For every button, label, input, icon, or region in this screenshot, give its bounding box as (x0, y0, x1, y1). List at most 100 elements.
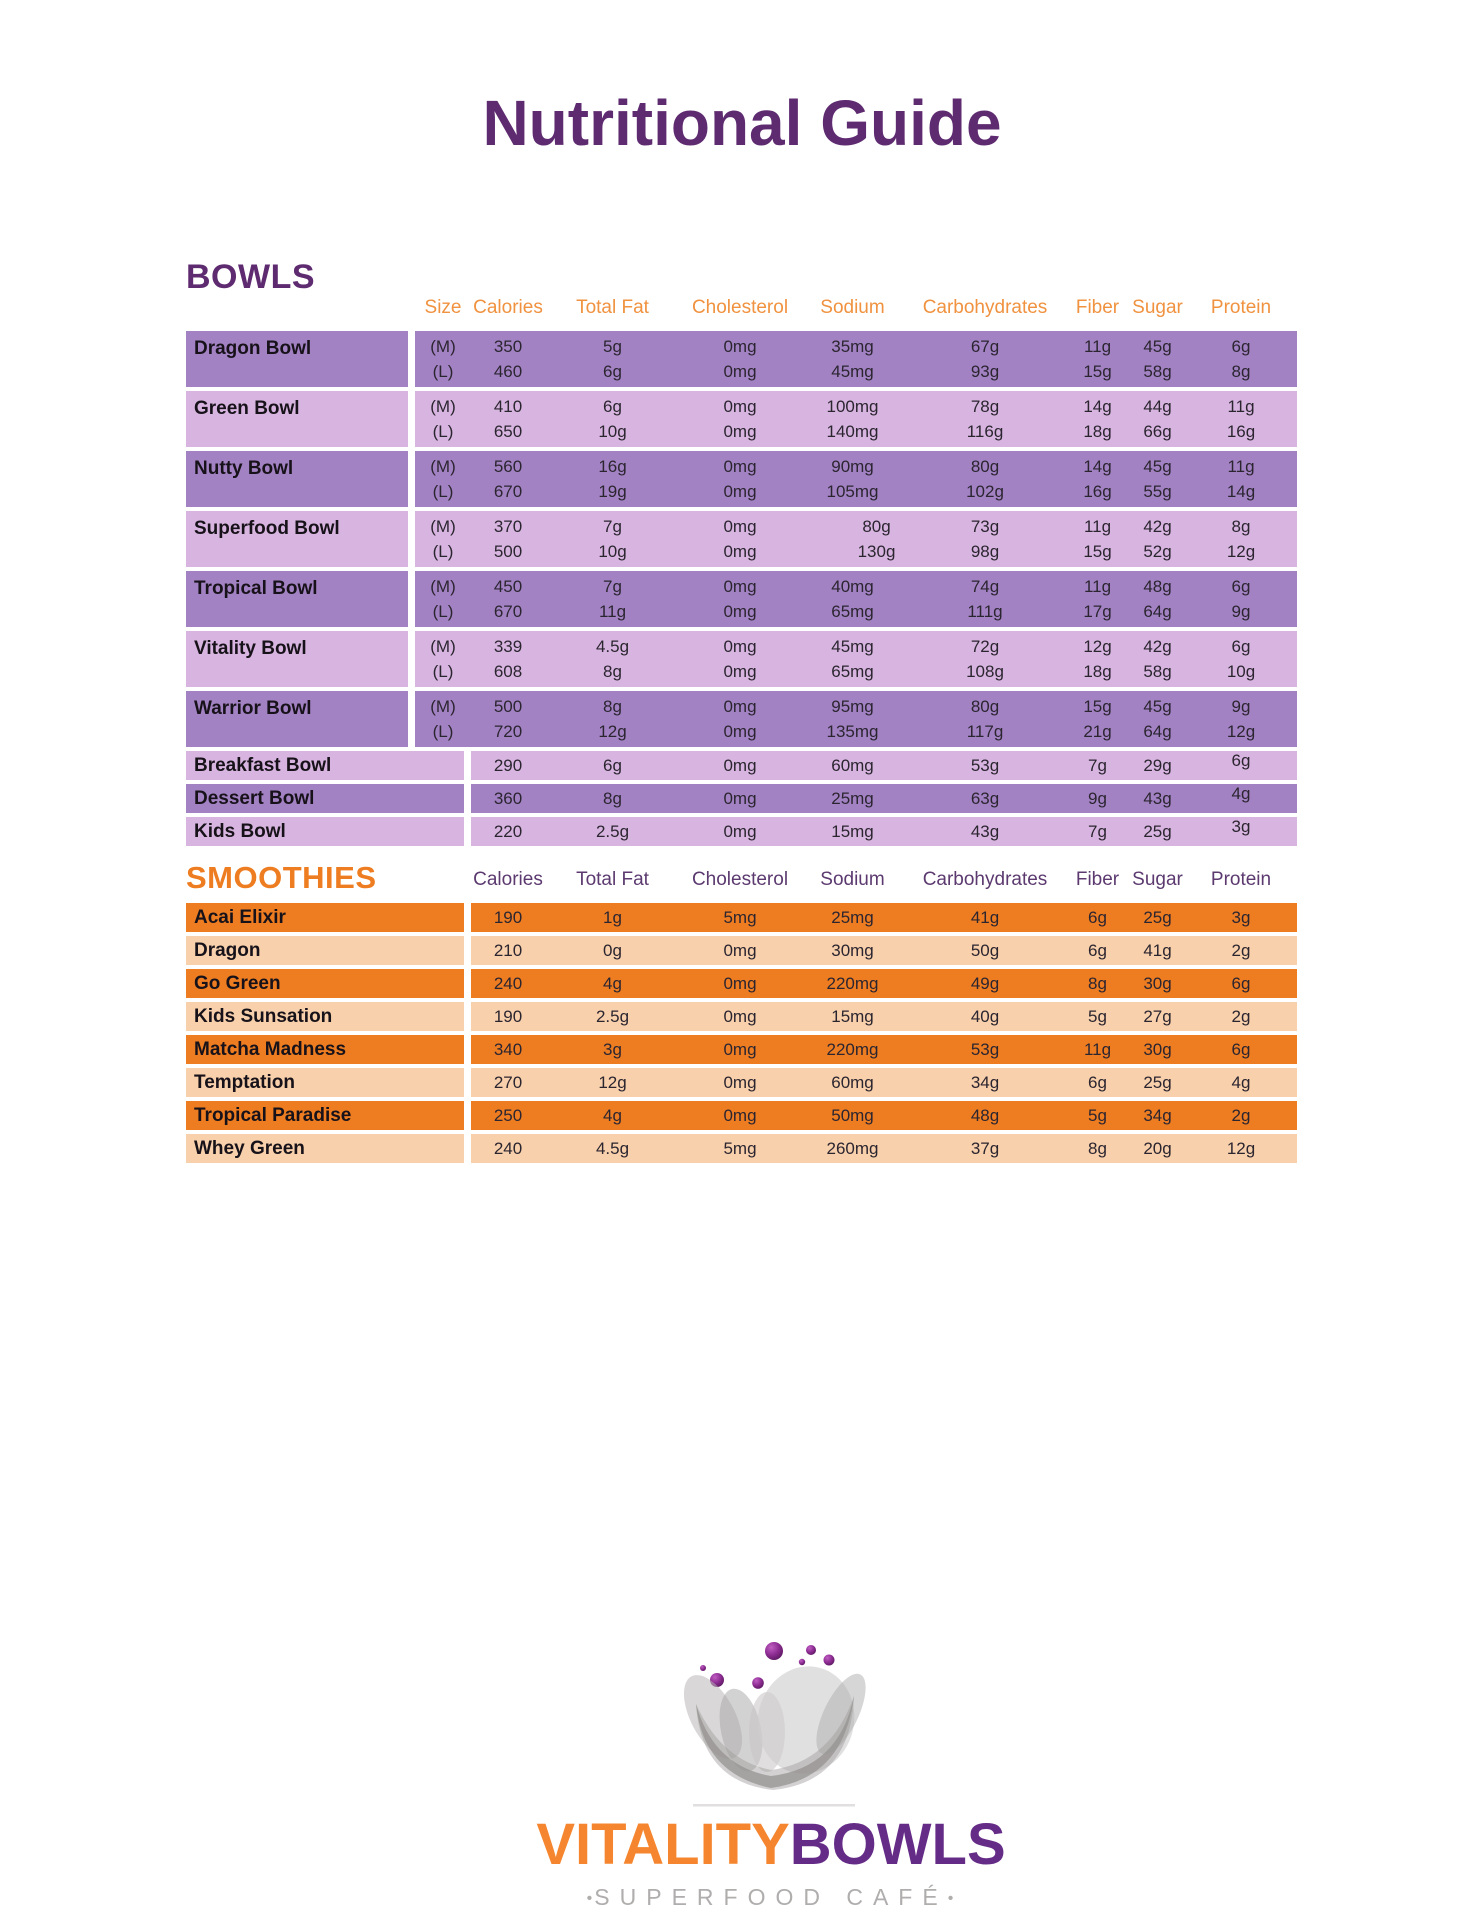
berry-icon (823, 1654, 835, 1666)
size-label-medium: (M) (430, 517, 456, 536)
smoothies-column-header: Carbohydrates (922, 869, 1048, 890)
value-large: 650 (493, 422, 523, 441)
value-cell-cholesterol: 0mg (723, 756, 757, 775)
value-medium: 0mg (723, 397, 757, 416)
bowl-row: Warrior Bowl (M) (L) 500 720 8g 12g 0mg 0mg 95mg 1… (186, 691, 1297, 747)
smoothie-row: Kids Sunsation 190 2.5g 0mg 15mg 40g 5g 27g 2g (186, 1002, 1297, 1031)
row-name: Superfood Bowl (186, 511, 415, 567)
value-large: 16g (1226, 422, 1256, 441)
value-cell-protein: 11g 14g (1185, 451, 1297, 507)
value-cell-carbohydrates: 67g 93g (905, 331, 1065, 387)
value-cell-sodium: 40mg 65mg (800, 571, 905, 627)
bowl-row: Vitality Bowl (M) (L) 339 608 4.5g 8g 0mg 0mg 45m… (186, 631, 1297, 687)
bowls-column-header: Calories (473, 297, 543, 318)
row-name: Vitality Bowl (186, 631, 415, 687)
value-medium: 0mg (723, 697, 757, 716)
value-large: 58g (1143, 662, 1172, 681)
value-cell-cholesterol: 0mg 0mg (680, 691, 800, 747)
bowl-row: Dessert Bowl 360 8g 0mg 25mg 63g 9g 43g 4g (186, 784, 1297, 813)
value-cell-sodium: 35mg 45mg (800, 331, 905, 387)
value-cell-total-fat: 5g 6g (545, 331, 680, 387)
value-large: 64g (1143, 602, 1172, 621)
value-cell-sodium: 15mg (831, 1007, 874, 1026)
value-medium: 15g (1083, 697, 1112, 716)
value-medium: 72g (970, 637, 1000, 656)
value-cell-fiber: 6g (1088, 1073, 1107, 1092)
nutrition-tables: BOWLS Size Calories Total Fat Cholesterol So… (186, 258, 1297, 1167)
value-large: 12g (598, 722, 627, 741)
value-large: 670 (493, 482, 523, 501)
value-medium: 6g (1231, 637, 1251, 656)
value-large: 460 (493, 362, 523, 381)
value-cell-sodium: 80g 130g (824, 511, 929, 567)
value-cell-protein: 6g (1231, 1040, 1251, 1059)
value-medium: 16g (598, 457, 627, 476)
value-medium: 0mg (723, 517, 757, 536)
value-cell-sugar: 29g (1143, 756, 1172, 775)
size-cell: (M) (L) (415, 571, 471, 627)
value-cell-sodium: 220mg (826, 1040, 879, 1059)
value-large: 14g (1226, 482, 1256, 501)
berry-icon (700, 1665, 706, 1671)
value-cell-fiber: 5g (1088, 1106, 1107, 1125)
value-medium: 8g (1231, 517, 1251, 536)
value-large: 10g (1226, 662, 1256, 681)
value-cell-protein: 3g (1231, 817, 1251, 836)
value-medium: 0mg (723, 637, 757, 656)
value-medium: 45g (1143, 457, 1172, 476)
value-large: 66g (1143, 422, 1172, 441)
value-medium: 560 (493, 457, 523, 476)
value-cell-calories: 240 (493, 974, 523, 993)
value-cell-sodium: 220mg (826, 974, 879, 993)
value-large: 140mg (826, 422, 879, 441)
value-large: 8g (1231, 362, 1251, 381)
value-medium: 8g (603, 697, 622, 716)
value-medium: 78g (970, 397, 1000, 416)
value-cell-cholesterol: 0mg (723, 822, 757, 841)
bowl-row: Dragon Bowl (M) (L) 350 460 5g 6g 0mg 0mg 35mg 45m… (186, 331, 1297, 387)
value-cell-cholesterol: 0mg (723, 789, 757, 808)
value-medium: 67g (970, 337, 1000, 356)
size-label-medium: (M) (430, 577, 456, 596)
value-medium: 6g (1231, 577, 1251, 596)
value-cell-total-fat: 7g 10g (545, 511, 680, 567)
bowl-row: Superfood Bowl (M) (L) 370 500 7g 10g 0mg 0mg 80g… (186, 511, 1297, 567)
value-cell-sugar: 42g 52g (1130, 511, 1185, 567)
value-medium: 100mg (826, 397, 879, 416)
value-cell-sugar: 25g (1143, 822, 1172, 841)
value-cell-carbohydrates: 40g (970, 1007, 1000, 1026)
value-cell-total-fat: 6g 10g (545, 391, 680, 447)
berry-icon (806, 1645, 816, 1655)
value-cell-cholesterol: 0mg (723, 941, 757, 960)
value-cell-sugar: 25g (1143, 908, 1172, 927)
value-medium: 6g (603, 397, 622, 416)
value-cell-cholesterol: 0mg 0mg (680, 331, 800, 387)
bowls-column-header: Sodium (820, 297, 885, 318)
value-cell-calories: 370 500 (471, 511, 545, 567)
value-medium: 80g (862, 517, 891, 536)
value-cell-total-fat: 1g (603, 908, 622, 927)
row-name: Temptation (186, 1068, 471, 1097)
row-name: Kids Sunsation (186, 1002, 471, 1031)
value-medium: 42g (1143, 637, 1172, 656)
value-medium: 11g (1083, 337, 1112, 356)
size-cell: (M) (L) (415, 691, 471, 747)
value-cell-protein: 2g (1231, 1007, 1251, 1026)
brand-tagline: •SUPERFOOD CAFÉ• (321, 1884, 1221, 1911)
value-cell-carbohydrates: 53g (970, 1040, 1000, 1059)
value-cell-total-fat: 2.5g (595, 822, 630, 841)
value-cell-carbohydrates: 80g 117g (905, 691, 1065, 747)
value-cell-carbohydrates: 53g (970, 756, 1000, 775)
value-cell-sodium: 50mg (831, 1106, 874, 1125)
row-name: Nutty Bowl (186, 451, 415, 507)
smoothies-column-header: Calories (473, 869, 543, 890)
value-medium: 80g (970, 697, 1000, 716)
value-large: 117g (966, 722, 1004, 741)
value-large: 0mg (723, 482, 757, 501)
bowls-section: BOWLS Size Calories Total Fat Cholesterol So… (186, 258, 1297, 846)
bowls-column-header: Protein (1210, 297, 1272, 318)
value-cell-sodium: 25mg (831, 908, 874, 927)
row-name: Tropical Paradise (186, 1101, 471, 1130)
value-cell-cholesterol: 0mg 0mg (680, 511, 800, 567)
bowl-row: Tropical Bowl (M) (L) 450 670 7g 11g 0mg 0mg 40mg… (186, 571, 1297, 627)
